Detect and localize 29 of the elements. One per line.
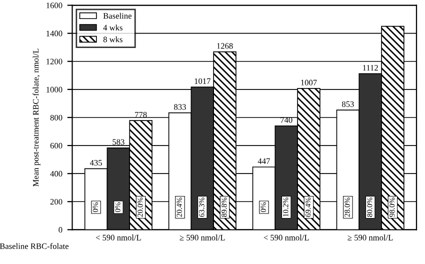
x-tick-label: < 590 nmol/L — [264, 234, 309, 240]
y-tick-label: 1600 — [46, 2, 62, 8]
y-tick-label: 1200 — [46, 58, 62, 64]
data-label: 778 — [135, 112, 147, 118]
y-tick-label: 1000 — [46, 86, 62, 92]
data-label: 1112 — [363, 65, 378, 71]
data-label: 447 — [258, 158, 270, 164]
y-tick-label: 400 — [50, 170, 62, 177]
x-tick-label: < 590 nmol/L — [96, 234, 141, 240]
data-label: 853 — [342, 101, 354, 107]
y-axis-title: Mean post-treatment RBC-folate, nmol/L — [32, 48, 40, 186]
legend-label: Baseline — [103, 12, 132, 19]
data-label: 435 — [90, 160, 102, 166]
data-label: 833 — [174, 104, 186, 110]
data-label: 1268 — [217, 43, 233, 49]
legend-label: 8 wks — [103, 36, 122, 42]
x-tick-label: ≥ 590 nmol/L — [348, 234, 393, 240]
x-axis-title: Baseline RBC-folate — [0, 243, 69, 250]
x-tick-label: ≥ 590 nmol/L — [180, 234, 225, 240]
y-tick-label: 600 — [50, 142, 62, 149]
y-tick-label: 0 — [58, 227, 62, 233]
data-label: 1007 — [301, 80, 317, 86]
data-label: 1017 — [194, 78, 210, 84]
legend-label: 4 wks — [103, 24, 122, 30]
y-tick-label: 800 — [50, 114, 62, 120]
data-label: 740 — [280, 117, 292, 123]
y-tick-label: 1400 — [46, 30, 62, 36]
y-tick-label: 200 — [50, 198, 62, 205]
data-label: 583 — [112, 139, 124, 145]
